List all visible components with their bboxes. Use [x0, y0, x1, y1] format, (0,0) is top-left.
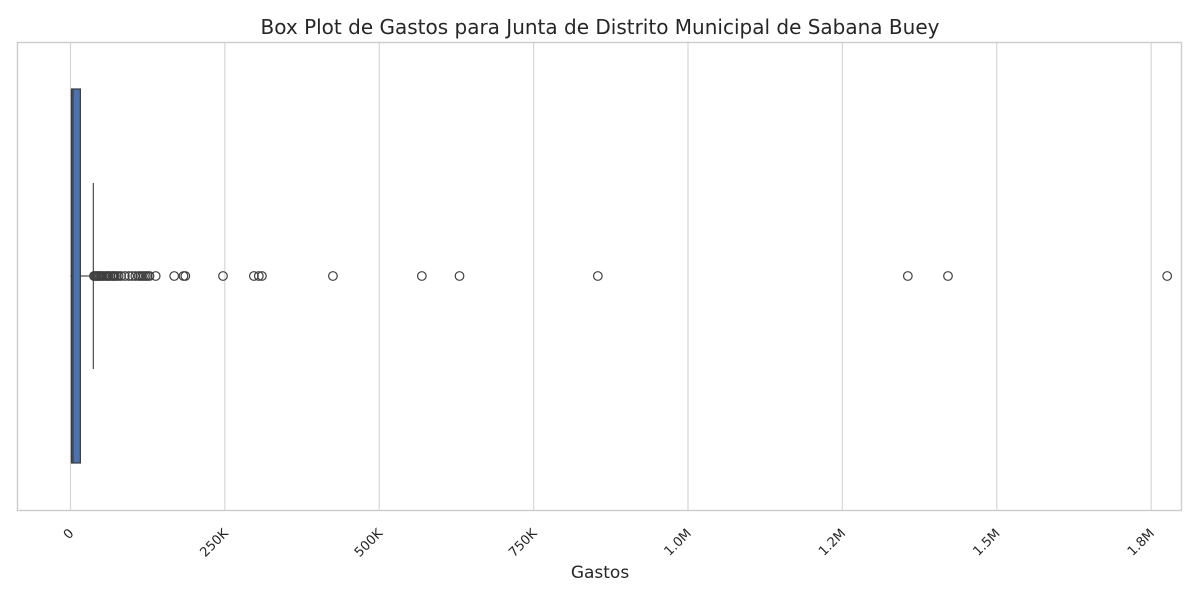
- outlier-point: [113, 271, 124, 281]
- outlier-point: [248, 271, 259, 281]
- outlier-point: [328, 271, 338, 281]
- x-tick-label: 1.5M: [970, 526, 1003, 559]
- plot-area-frame: [16, 41, 1183, 512]
- x-tick-label: 1.0M: [662, 526, 695, 559]
- outlier-point: [1162, 271, 1173, 281]
- x-tick-label: 0: [61, 526, 77, 542]
- chart-title: Box Plot de Gastos para Junta de Distrit…: [261, 15, 940, 39]
- outlier-point: [150, 271, 161, 281]
- x-gridlines: [69, 43, 1152, 510]
- outlier-point: [253, 271, 264, 281]
- x-tick-label: 750K: [506, 526, 541, 561]
- outlier-point: [454, 271, 465, 281]
- outlier-point: [257, 271, 267, 281]
- x-axis-label: Gastos: [571, 563, 630, 583]
- outlier-point: [943, 271, 953, 281]
- outlier-points: [89, 271, 1173, 281]
- outlier-point: [144, 271, 155, 281]
- outlier-point: [416, 271, 427, 281]
- outlier-point: [902, 271, 913, 281]
- x-tick-label: 1.8M: [1125, 526, 1158, 559]
- interquartile-box: [70, 88, 81, 464]
- x-tick-label: 500K: [352, 526, 387, 561]
- outlier-point: [124, 271, 135, 281]
- outlier-point: [180, 271, 191, 281]
- x-tick-label: 1.2M: [816, 526, 849, 559]
- outlier-point: [119, 271, 130, 281]
- box-group: [70, 88, 94, 464]
- outlier-point: [592, 271, 603, 281]
- x-tick-label: 250K: [198, 526, 233, 561]
- outlier-point: [218, 271, 228, 281]
- x-tick-labels: 0 250K 500K 750K 1.0M 1.2M 1.5M 1.8M: [61, 526, 1158, 561]
- outlier-point: [169, 271, 180, 281]
